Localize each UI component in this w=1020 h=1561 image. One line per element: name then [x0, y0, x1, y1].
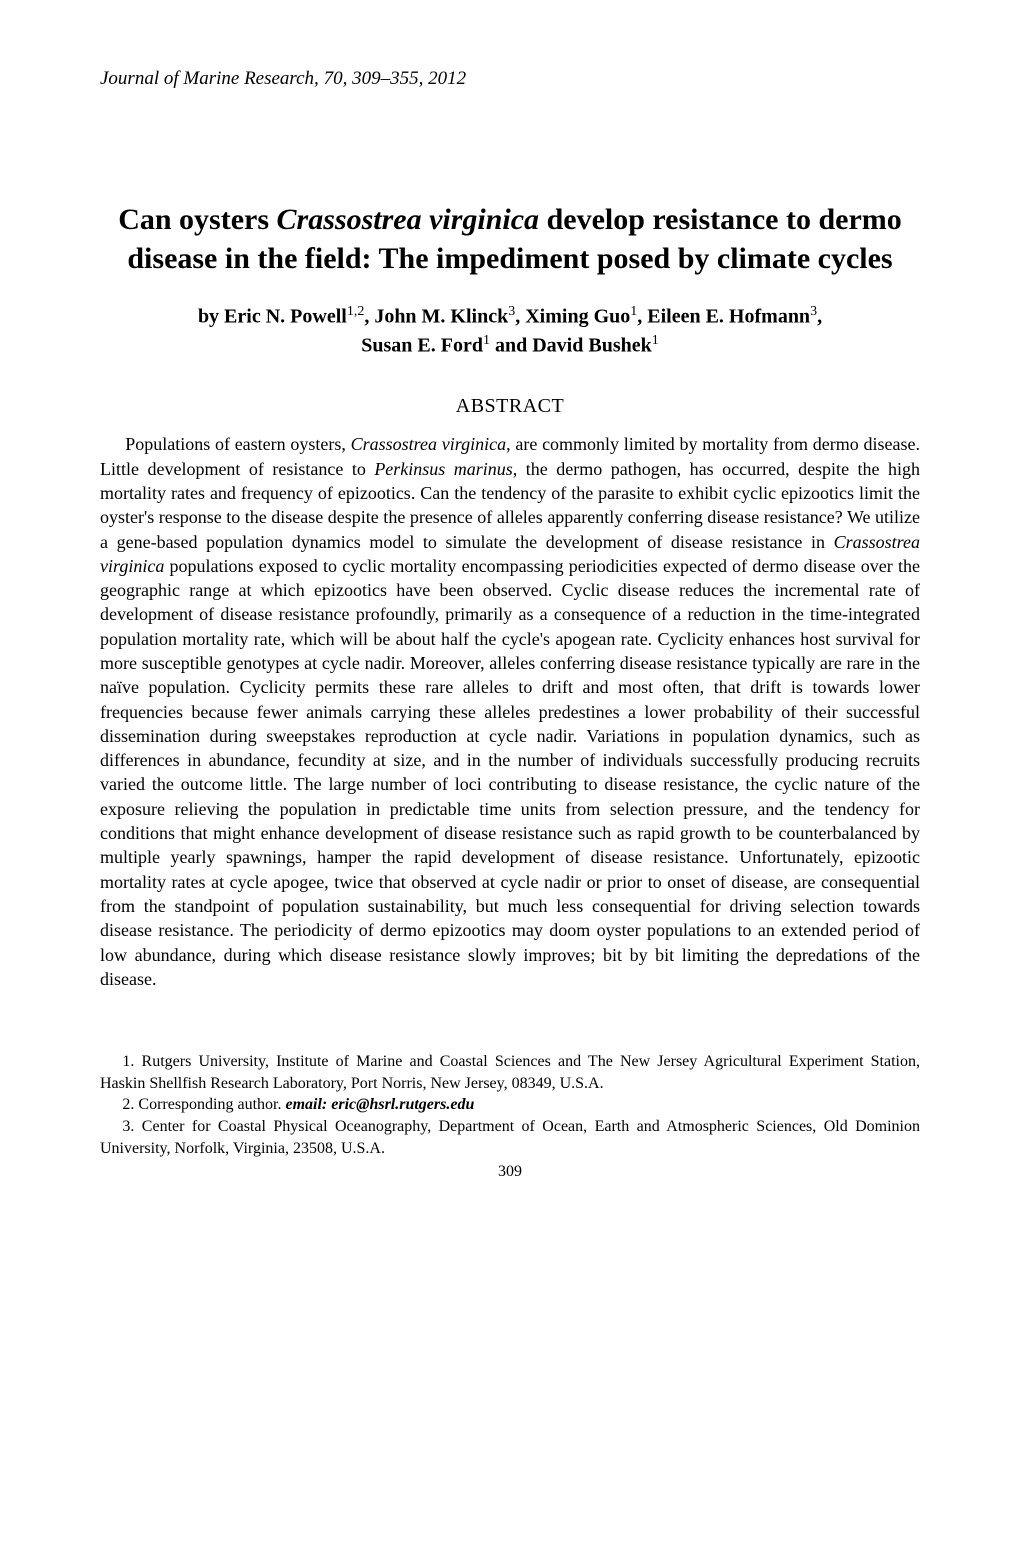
author-affil: 1 [483, 333, 490, 348]
author-text: Susan E. Ford [361, 334, 483, 356]
footnote-2-email: email: eric@hsrl.rutgers.edu [285, 1096, 474, 1113]
abstract-species: Perkinsus marinus [374, 459, 512, 479]
title-pre: Can oysters [118, 203, 276, 236]
footnote-3: 3. Center for Coastal Physical Oceanogra… [100, 1116, 920, 1159]
article-title: Can oysters Crassostrea virginica develo… [100, 200, 920, 278]
abstract-body: Populations of eastern oysters, Crassost… [100, 432, 920, 991]
footnote-1: 1. Rutgers University, Institute of Mari… [100, 1051, 920, 1094]
title-species: Crassostrea virginica [277, 203, 540, 236]
abstract-species: Crassostrea virginica [351, 434, 506, 454]
author-text: , Eileen E. Hofmann [637, 306, 810, 328]
authors-block: by Eric N. Powell1,2, John M. Klinck 3 , X… [100, 302, 920, 359]
footnote-2: 2. Corresponding author. email: eric@hsr… [100, 1094, 920, 1116]
abstract-heading: ABSTRACT [100, 395, 920, 418]
author-text: , Ximing Guo [515, 306, 630, 328]
author-text: , [817, 306, 822, 328]
footnote-2-text: 2. Corresponding author. [122, 1096, 285, 1113]
journal-range: 309–355, [352, 68, 423, 89]
journal-name: Journal of Marine Research, [100, 68, 319, 89]
abstract-text: populations exposed to cyclic mortality … [100, 556, 920, 989]
author-affil: 3 [810, 304, 817, 319]
journal-header: Journal of Marine Research, 70, 309–355,… [100, 68, 920, 90]
author-text: and David Bushek [490, 334, 652, 356]
author-affil: 1 [652, 333, 659, 348]
author-text: by Eric N. Powell [198, 306, 347, 328]
journal-year: 2012 [428, 68, 466, 89]
author-affil: 1,2 [347, 304, 365, 319]
author-text: , John M. Klinck [364, 306, 508, 328]
footnotes-block: 1. Rutgers University, Institute of Mari… [100, 1051, 920, 1159]
journal-volume: 70, [324, 68, 348, 89]
page-number: 309 [100, 1163, 920, 1181]
abstract-text: Populations of eastern oysters, [125, 434, 350, 454]
